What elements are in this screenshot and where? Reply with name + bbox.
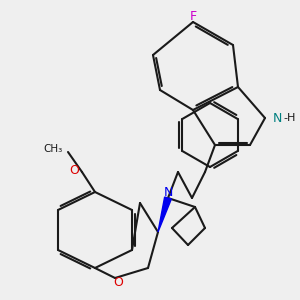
Text: CH₃: CH₃ [44,144,63,154]
Text: N: N [163,187,173,200]
Text: O: O [113,277,123,290]
Text: N: N [273,112,282,124]
Text: -H: -H [283,113,296,123]
Text: F: F [189,10,197,22]
Polygon shape [158,197,171,232]
Text: O: O [69,164,79,176]
